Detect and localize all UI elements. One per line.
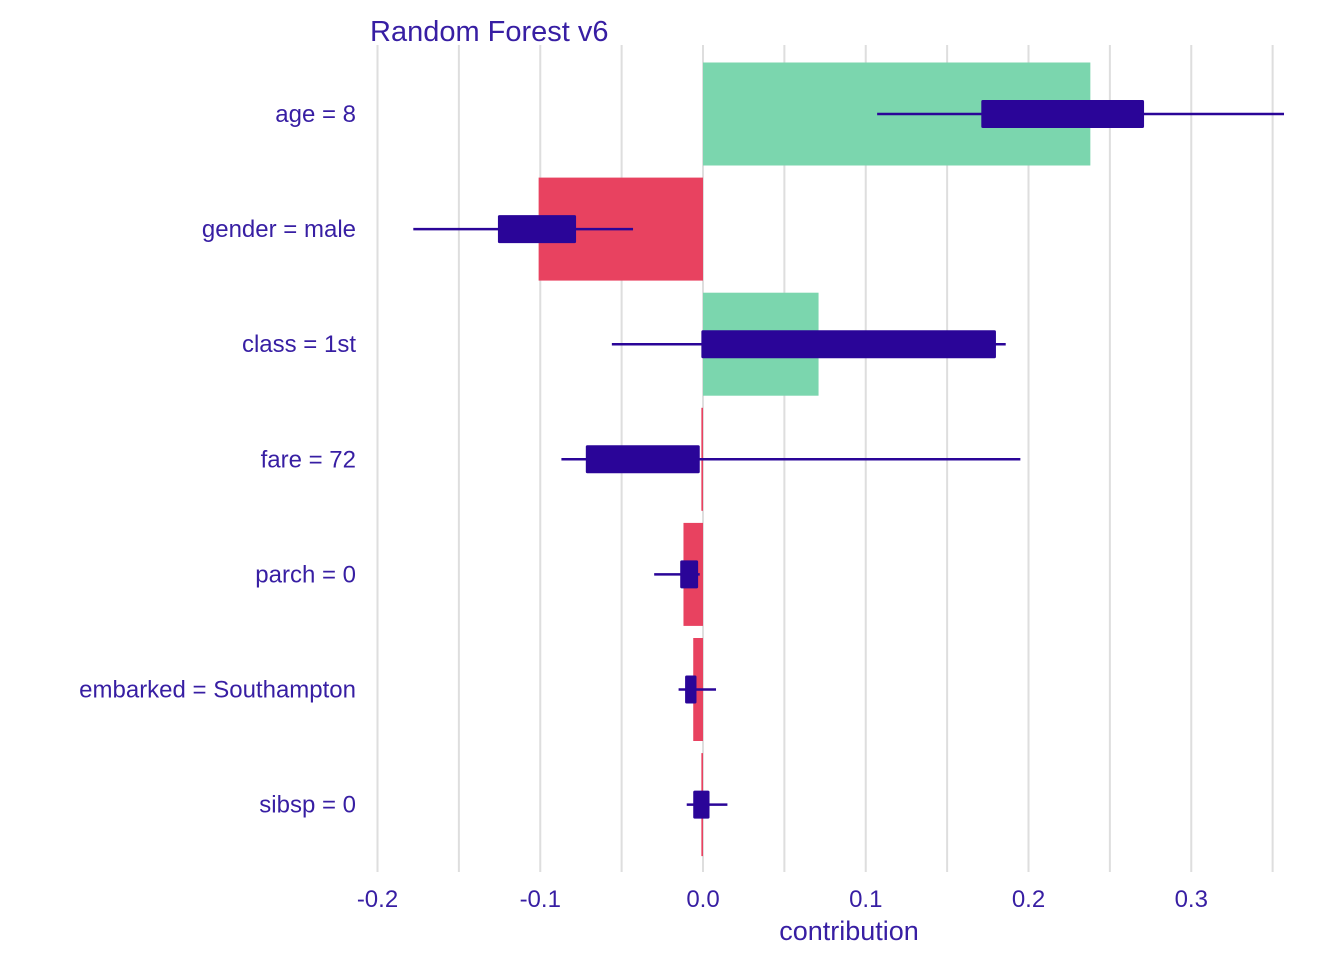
x-tick-label: -0.2 bbox=[357, 886, 398, 913]
category-label: sibsp = 0 bbox=[259, 792, 356, 819]
x-tick-label: 0.3 bbox=[1175, 886, 1208, 913]
boxplots bbox=[413, 100, 1285, 819]
boxplot-box bbox=[585, 445, 700, 474]
category-label: age = 8 bbox=[275, 101, 356, 128]
boxplot-box bbox=[981, 100, 1145, 128]
x-tick-label: 0.0 bbox=[686, 886, 719, 913]
x-tick-label: 0.2 bbox=[1012, 886, 1045, 913]
chart-title: Random Forest v6 bbox=[370, 16, 609, 48]
boxplot-box bbox=[693, 790, 710, 819]
category-label: parch = 0 bbox=[255, 561, 356, 588]
category-labels: age = 8 gender = male class = 1st fare = 72… bbox=[79, 101, 356, 819]
x-tick-labels: -0.2 -0.1 0.0 0.1 0.2 0.3 bbox=[357, 886, 1208, 913]
boxplot-box bbox=[701, 330, 996, 359]
x-tick-label: -0.1 bbox=[520, 886, 561, 913]
boxplot-box bbox=[680, 560, 699, 589]
x-axis-label: contribution bbox=[779, 916, 919, 946]
boxplot-box bbox=[685, 675, 697, 704]
category-label: embarked = Southampton bbox=[79, 677, 356, 704]
category-label: class = 1st bbox=[242, 331, 356, 358]
boxplot-box bbox=[497, 215, 577, 244]
category-label: fare = 72 bbox=[261, 446, 356, 473]
category-label: gender = male bbox=[202, 216, 356, 243]
x-tick-label: 0.1 bbox=[849, 886, 882, 913]
